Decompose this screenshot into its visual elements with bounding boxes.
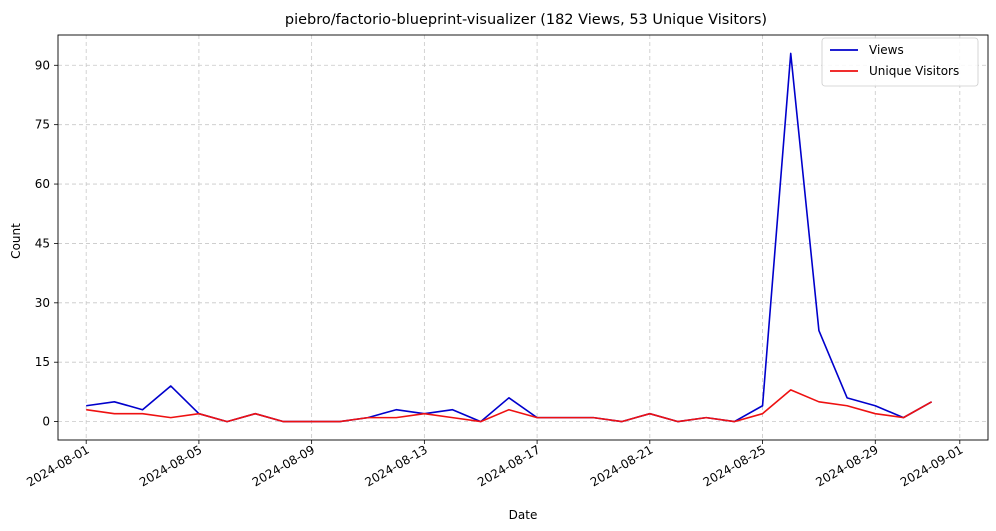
data-point-unique-visitors [480,420,482,422]
data-point-views [395,409,397,411]
data-point-unique-visitors [198,412,200,414]
legend-box [821,37,979,87]
data-point-unique-visitors [395,416,397,418]
y-tick-label: 0 [42,415,50,429]
data-point-unique-visitors [649,412,651,414]
data-point-views [141,409,143,411]
data-point-views [790,52,792,54]
legend-label: Views [869,43,904,57]
y-axis-label: Count [9,223,23,259]
data-point-unique-visitors [367,416,369,418]
data-point-unique-visitors [170,416,172,418]
data-point-unique-visitors [226,420,228,422]
data-point-unique-visitors [902,416,904,418]
data-point-unique-visitors [564,416,566,418]
series-layer [85,52,933,423]
data-point-unique-visitors [451,416,453,418]
data-point-unique-visitors [141,412,143,414]
data-point-unique-visitors [874,412,876,414]
data-point-unique-visitors [677,420,679,422]
plot-frame [57,34,989,441]
data-point-views [85,405,87,407]
y-tick-label: 15 [35,355,50,369]
y-tick-label: 45 [35,236,50,250]
data-point-unique-visitors [113,412,115,414]
data-point-unique-visitors [282,420,284,422]
data-point-unique-visitors [733,420,735,422]
data-point-unique-visitors [930,401,932,403]
data-point-unique-visitors [423,412,425,414]
legend: Views Unique Visitors [821,37,979,87]
data-point-unique-visitors [85,409,87,411]
data-point-views [761,405,763,407]
data-point-views [846,397,848,399]
legend-label: Unique Visitors [869,64,959,78]
data-point-unique-visitors [846,405,848,407]
data-point-views [113,401,115,403]
data-point-unique-visitors [592,416,594,418]
data-point-unique-visitors [818,401,820,403]
series-line-unique-visitors [86,389,933,423]
data-point-views [874,405,876,407]
data-point-unique-visitors [339,420,341,422]
data-point-unique-visitors [761,412,763,414]
data-point-unique-visitors [536,416,538,418]
y-tick-label: 60 [35,177,50,191]
data-point-unique-visitors [705,416,707,418]
data-point-unique-visitors [310,420,312,422]
data-point-unique-visitors [508,409,510,411]
data-point-views [451,409,453,411]
chart-title: piebro/factorio-blueprint-visualizer (18… [285,12,767,28]
data-point-unique-visitors [790,389,792,391]
grid [58,35,988,440]
x-axis-label: Date [509,508,538,522]
data-point-unique-visitors [254,412,256,414]
y-tick-label: 30 [35,296,50,310]
data-point-views [170,385,172,387]
data-point-views [508,397,510,399]
data-point-views [818,329,820,331]
y-tick-label: 90 [35,58,50,72]
y-tick-label: 75 [35,118,50,132]
data-point-unique-visitors [620,420,622,422]
